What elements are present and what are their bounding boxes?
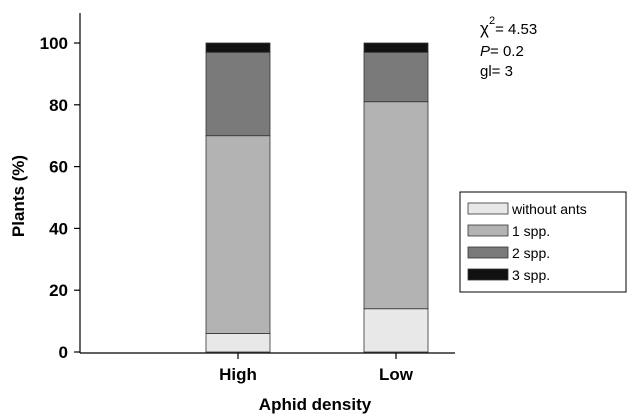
p-value-stat: P= 0.2 [480, 43, 524, 60]
legend-label: 1 spp. [512, 223, 550, 239]
chi-symbol: χ [480, 19, 489, 38]
bar-segment [363, 101, 429, 310]
chi-square-stat: χ2= 4.53 [480, 15, 537, 38]
y-axis-title: Plants (%) [9, 155, 28, 237]
legend-swatch [467, 224, 509, 237]
bar-segment [363, 51, 429, 103]
legend-swatch [467, 268, 509, 281]
y-tick-label: 0 [59, 343, 68, 362]
legend-swatch [467, 246, 509, 259]
stats-annotation: χ2= 4.53 P= 0.2 gl= 3 [480, 15, 537, 80]
y-tick-label: 100 [40, 34, 68, 53]
p-symbol: P [480, 43, 490, 60]
gl-stat: gl= 3 [480, 63, 513, 80]
bars [205, 42, 429, 353]
y-tick-label: 80 [49, 96, 68, 115]
y-axis: 0 20 40 60 80 100 [40, 13, 81, 362]
bar-segment [205, 333, 271, 353]
x-axis-title: Aphid density [259, 395, 372, 414]
legend-label: 3 spp. [512, 267, 550, 283]
x-axis: High Low [80, 352, 455, 384]
y-tick-label: 40 [49, 219, 68, 238]
y-tick-label: 20 [49, 281, 68, 300]
bar-segment [205, 42, 271, 53]
chi-superscript: 2 [489, 15, 495, 27]
legend: without ants 1 spp. 2 spp. 3 spp. [459, 191, 627, 293]
p-value: = 0.2 [490, 43, 524, 60]
legend-swatch [467, 202, 509, 215]
bar-segment [205, 135, 271, 334]
x-tick-label: High [219, 365, 257, 384]
x-tick-label: Low [379, 365, 414, 384]
legend-label: 2 spp. [512, 245, 550, 261]
bar-segment [363, 308, 429, 353]
chi-value: = 4.53 [495, 21, 537, 38]
legend-label: without ants [511, 201, 587, 217]
bar-segment [205, 51, 271, 137]
y-tick-label: 60 [49, 158, 68, 177]
bar-segment [363, 42, 429, 53]
